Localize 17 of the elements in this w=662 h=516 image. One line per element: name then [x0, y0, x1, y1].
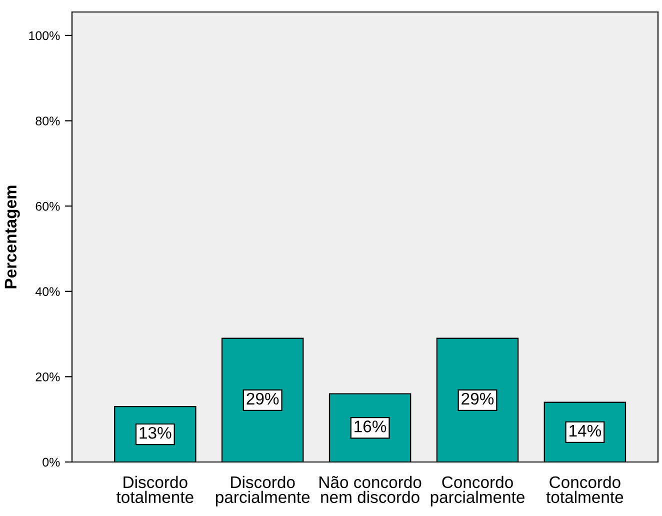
x-tick-label: Discordo parcialmente: [216, 476, 310, 506]
y-tick-label: 80%: [36, 116, 60, 126]
x-tick-label: Concordo parcialmente: [430, 476, 524, 506]
data-label: 14%: [570, 424, 602, 437]
x-tick-label: Não concordo nem discordo: [320, 476, 422, 504]
data-label: 16%: [354, 420, 386, 432]
y-tick-label: 0%: [42, 458, 60, 467]
y-tick-label: 100%: [29, 31, 60, 40]
y-tick-label: 60%: [36, 202, 60, 211]
data-label: 29%: [246, 392, 279, 405]
data-label: 13%: [140, 426, 172, 439]
x-tick-label: Discordo totalmente: [116, 476, 194, 504]
x-tick-label: Concordo totalmente: [546, 476, 624, 504]
y-tick-label: 20%: [36, 372, 60, 382]
data-label: 29%: [462, 392, 494, 405]
y-axis-title: Percentagem: [4, 186, 20, 288]
y-tick-label: 40%: [35, 287, 60, 296]
